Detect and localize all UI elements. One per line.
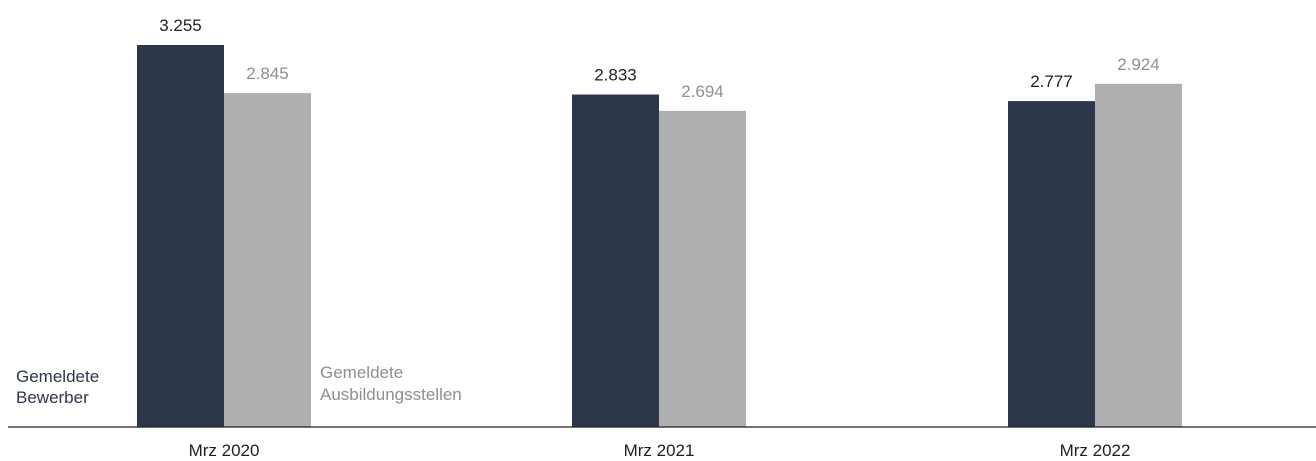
value-label-bewerber-3: 2.777: [1030, 72, 1073, 91]
bar-ausbildungsstellen-1: [224, 93, 311, 427]
bar-bewerber-1: [137, 45, 224, 427]
bar-bewerber-3: [1008, 101, 1095, 428]
series-label-bewerber-line-2: Bewerber: [16, 388, 89, 407]
bar-ausbildungsstellen-3: [1095, 83, 1182, 428]
bar-bewerber-2: [572, 94, 659, 428]
bars-group: [137, 45, 1182, 428]
series-label-bewerber: Gemeldete Bewerber: [16, 367, 104, 407]
series-label-ausbildungsstellen: Gemeldete Ausbildungsstellen: [320, 363, 462, 404]
series-label-ausbildungsstellen-line-2: Ausbildungsstellen: [320, 385, 462, 404]
value-label-ausbildungsstellen-2: 2.694: [681, 82, 724, 101]
category-label-1: Mrz 2020: [189, 441, 260, 460]
bar-ausbildungsstellen-2: [659, 110, 746, 427]
series-label-bewerber-line-1: Gemeldete: [16, 367, 99, 386]
category-label-2: Mrz 2021: [624, 441, 695, 460]
value-label-ausbildungsstellen-1: 2.845: [246, 64, 289, 83]
series-label-ausbildungsstellen-line-1: Gemeldete: [320, 363, 403, 382]
value-label-ausbildungsstellen-3: 2.924: [1117, 55, 1160, 74]
category-label-3: Mrz 2022: [1060, 441, 1131, 460]
category-labels-group: Mrz 2020 Mrz 2021 Mrz 2022: [189, 441, 1131, 460]
value-label-bewerber-2: 2.833: [594, 66, 637, 85]
value-label-bewerber-1: 3.255: [159, 16, 202, 35]
value-labels-group: 3.255 2.845 2.833 2.694 2.777 2.924: [159, 16, 1160, 101]
